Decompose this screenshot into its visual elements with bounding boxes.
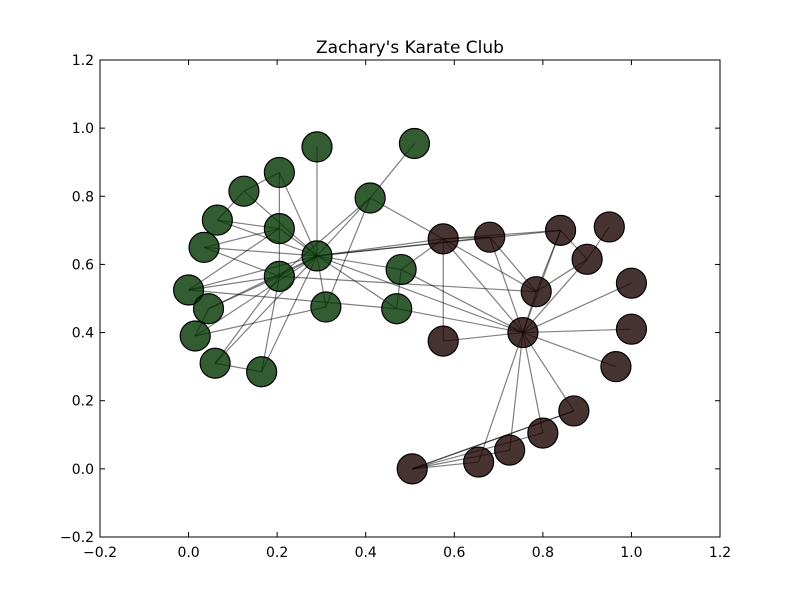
node-13 xyxy=(246,356,278,388)
x-tick-label: 0.8 xyxy=(532,545,554,561)
y-axis: −0.2 0.0 0.2 0.4 0.6 0.8 1.0 1.2 xyxy=(60,53,720,546)
edge-26-28 xyxy=(522,332,617,368)
edge-23-26 xyxy=(522,282,632,334)
nodes-layer xyxy=(172,127,648,485)
node-9 xyxy=(172,274,205,306)
edge-8-9 xyxy=(188,228,280,291)
node-31 xyxy=(494,434,526,466)
y-tick-label: −0.2 xyxy=(60,530,94,546)
node-12 xyxy=(199,347,231,379)
node-25 xyxy=(615,313,648,345)
node-1 xyxy=(263,260,295,292)
y-tick-label: 0.6 xyxy=(72,257,94,273)
x-tick-label: 0.4 xyxy=(355,545,377,561)
y-tick-label: 1.0 xyxy=(72,121,94,137)
node-19 xyxy=(474,221,506,253)
edge-16-26 xyxy=(396,308,524,334)
node-8 xyxy=(263,213,295,245)
edge-0-16 xyxy=(316,255,398,310)
x-tick-label: −0.2 xyxy=(83,545,117,561)
edge-22-26 xyxy=(522,258,588,333)
x-axis: −0.2 0.0 0.2 0.4 0.6 0.8 1.0 1.2 xyxy=(83,60,731,561)
x-tick-label: 0.0 xyxy=(177,545,199,561)
edge-0-7 xyxy=(204,246,318,257)
node-15 xyxy=(385,253,417,286)
node-4 xyxy=(263,156,295,189)
node-32 xyxy=(463,446,495,478)
edge-26-32 xyxy=(478,332,524,463)
node-23 xyxy=(615,267,648,299)
node-18 xyxy=(427,223,459,255)
node-14 xyxy=(310,291,342,323)
edge-1-13 xyxy=(261,276,280,372)
x-tick-label: 0.2 xyxy=(266,545,288,561)
node-3 xyxy=(301,131,333,163)
plot-area-frame xyxy=(99,59,721,538)
node-5 xyxy=(228,175,260,207)
node-26 xyxy=(507,316,539,349)
node-22 xyxy=(571,243,603,275)
y-tick-label: 1.2 xyxy=(72,53,94,69)
node-6 xyxy=(201,204,233,236)
y-tick-label: 0.4 xyxy=(72,326,94,342)
edge-1-12 xyxy=(214,275,280,364)
edge-2-14 xyxy=(325,197,371,308)
x-tick-label: 1.2 xyxy=(709,545,731,561)
node-7 xyxy=(188,231,220,263)
node-21 xyxy=(593,211,625,243)
edge-0-13 xyxy=(261,255,318,373)
node-33 xyxy=(396,453,428,485)
node-0 xyxy=(301,240,333,272)
node-24 xyxy=(520,276,552,308)
edge-1-24 xyxy=(279,275,537,293)
edge-26-30 xyxy=(522,332,544,434)
node-17 xyxy=(398,127,431,160)
edge-19-26 xyxy=(489,236,524,333)
y-tick-label: 0.2 xyxy=(72,394,94,410)
edge-0-26 xyxy=(316,255,524,334)
edge-0-12 xyxy=(214,255,318,364)
node-11 xyxy=(179,320,211,352)
y-tick-label: 0.0 xyxy=(72,462,94,478)
node-28 xyxy=(600,351,632,383)
edge-26-31 xyxy=(509,332,524,451)
node-2 xyxy=(354,182,386,214)
edge-18-24 xyxy=(442,238,537,293)
edge-15-26 xyxy=(400,269,524,334)
edge-11-14 xyxy=(195,306,326,337)
node-16 xyxy=(381,293,413,325)
x-tick-label: 1.0 xyxy=(620,545,642,561)
edge-31-33 xyxy=(412,449,510,470)
edge-25-26 xyxy=(522,328,632,334)
edge-18-26 xyxy=(442,238,524,333)
x-tick-label: 0.6 xyxy=(443,545,465,561)
edge-9-16 xyxy=(188,289,397,310)
edge-1-2 xyxy=(278,197,371,277)
node-29 xyxy=(558,395,590,427)
y-tick-label: 0.8 xyxy=(72,189,94,205)
node-27 xyxy=(427,325,459,357)
node-30 xyxy=(527,417,559,449)
node-10 xyxy=(192,293,225,325)
chart-title: Zachary's Karate Club xyxy=(316,38,504,58)
node-20 xyxy=(544,214,577,246)
